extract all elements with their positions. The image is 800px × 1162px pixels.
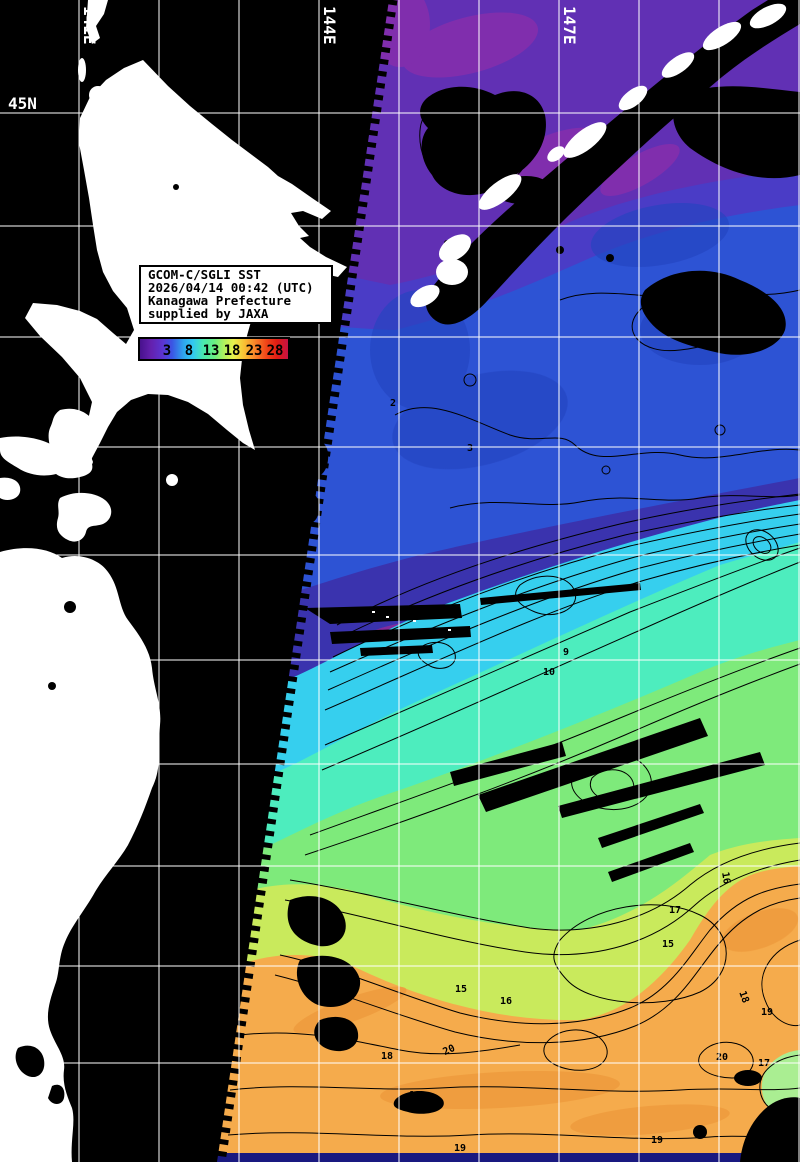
colorbar-tick-13: 13: [203, 343, 220, 359]
svg-text:20: 20: [716, 1052, 728, 1063]
cloud-mask: [287, 0, 800, 1162]
island-rishiri: [89, 86, 107, 104]
svg-text:15: 15: [662, 939, 674, 950]
contour-labels: 2 3 3 9 10 15 15 15 16 16 17 17 18 18 19…: [291, 291, 773, 1154]
land-shimokita: [56, 492, 112, 542]
svg-text:15: 15: [291, 913, 303, 924]
svg-text:2: 2: [390, 398, 396, 409]
colorbar-tick-18: 18: [224, 343, 241, 359]
svg-text:16: 16: [719, 871, 732, 885]
islands-kuril: [410, 3, 787, 308]
svg-text:19: 19: [409, 1090, 421, 1101]
svg-text:18: 18: [736, 990, 750, 1005]
colorbar-tick-8: 8: [185, 343, 193, 359]
svg-text:3: 3: [467, 443, 473, 454]
svg-text:3: 3: [647, 291, 653, 302]
colorbar: 3 8 13 18 23 28: [138, 337, 290, 361]
info-datetime: 2026/04/14 00:42 (UTC): [148, 280, 314, 295]
lon-label-147e: 147E: [560, 6, 579, 45]
svg-text:17: 17: [669, 905, 681, 916]
island-okushiri: [166, 474, 178, 486]
info-region: Kanagawa Prefecture: [148, 293, 291, 308]
island-rebun: [78, 58, 86, 82]
graticule-labels: 141E 144E 147E 45N: [8, 6, 579, 113]
info-title: GCOM-C/SGLI SST: [148, 267, 261, 282]
svg-text:15: 15: [455, 984, 467, 995]
svg-text:20: 20: [441, 1043, 457, 1058]
colorbar-tick-23: 23: [246, 343, 263, 359]
svg-text:10: 10: [543, 667, 555, 678]
info-box: GCOM-C/SGLI SST 2026/04/14 00:42 (UTC) K…: [139, 265, 333, 324]
svg-text:19: 19: [651, 1135, 663, 1146]
lat-label-45n: 45N: [8, 94, 37, 113]
svg-text:19: 19: [761, 1007, 773, 1018]
land-sakhalin-tip: [86, 0, 108, 44]
info-credit: supplied by JAXA: [148, 306, 269, 321]
lon-label-144e: 144E: [320, 6, 339, 45]
bottom-edge-strip: [215, 1153, 800, 1162]
svg-text:19: 19: [454, 1143, 466, 1154]
svg-text:16: 16: [500, 996, 512, 1007]
land-honshu: [0, 548, 161, 1162]
svg-text:9: 9: [563, 647, 569, 658]
lon-label-141e: 141E: [80, 6, 99, 45]
inland-water: [15, 184, 179, 1104]
colorbar-tick-28: 28: [267, 343, 284, 359]
colorbar-tick-3: 3: [163, 343, 171, 359]
cloud-specks: [372, 611, 451, 631]
svg-text:18: 18: [381, 1051, 393, 1062]
